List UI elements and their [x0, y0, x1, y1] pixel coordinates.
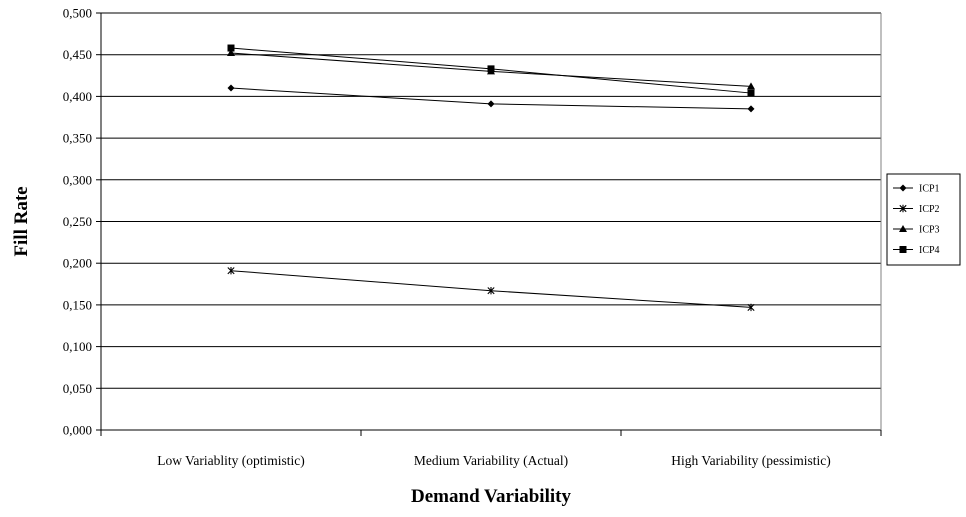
data-point-icp1 — [487, 100, 495, 108]
y-tick-label: 0,050 — [63, 381, 92, 396]
y-tick-label: 0,100 — [63, 339, 92, 354]
legend-marker-icp4 — [899, 246, 907, 253]
data-point-icp4 — [227, 44, 235, 52]
legend-marker-icp1 — [899, 184, 907, 192]
y-tick-label: 0,350 — [63, 131, 92, 146]
legend-label-icp2: ICP2 — [919, 204, 940, 215]
data-point-icp2 — [487, 287, 495, 295]
y-tick-label: 0,500 — [63, 6, 92, 21]
x-axis-title: Demand Variability — [411, 486, 571, 507]
data-point-icp2 — [747, 303, 755, 312]
data-point-icp4 — [487, 65, 495, 73]
y-tick-label: 0,400 — [63, 89, 92, 104]
data-point-icp4 — [747, 89, 755, 97]
y-tick-label: 0,000 — [63, 423, 92, 438]
data-point-icp2 — [227, 267, 235, 275]
data-point-icp1 — [747, 105, 755, 113]
data-point-icp1 — [227, 84, 235, 92]
y-tick-label: 0,200 — [63, 256, 92, 271]
legend-label-icp3: ICP3 — [919, 225, 940, 236]
x-tick-label: High Variability (pessimistic) — [671, 453, 830, 468]
legend-label-icp1: ICP1 — [919, 184, 940, 195]
x-tick-label: Medium Variability (Actual) — [414, 453, 568, 468]
legend-label-icp4: ICP4 — [919, 245, 940, 256]
y-tick-label: 0,150 — [63, 297, 92, 312]
y-tick-label: 0,300 — [63, 172, 92, 187]
y-tick-label: 0,450 — [63, 47, 92, 62]
x-tick-label: Low Variablity (optimistic) — [157, 453, 304, 468]
y-axis-title: Fill Rate — [11, 186, 32, 256]
data-point-icp3 — [227, 49, 235, 57]
data-point-icp3 — [747, 82, 755, 90]
legend-marker-icp3 — [899, 225, 907, 232]
y-tick-label: 0,250 — [63, 214, 92, 229]
legend-marker-icp2 — [899, 204, 907, 213]
